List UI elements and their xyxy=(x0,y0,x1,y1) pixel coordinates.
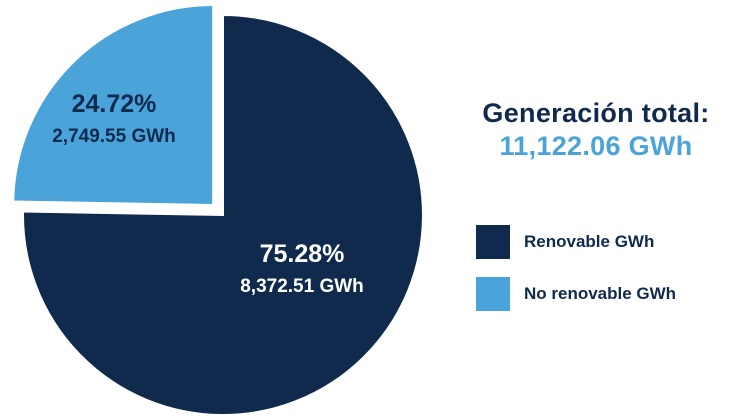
legend-swatch-no-renovable xyxy=(476,277,510,311)
slice-percent-label-renovable: 75.28% xyxy=(260,240,345,268)
total-generation-block: Generación total: 11,122.06 GWh xyxy=(458,98,734,162)
slice-value-label-no-renovable: 2,749.55 GWh xyxy=(52,126,176,147)
legend-label-renovable: Renovable GWh xyxy=(524,232,655,251)
legend-label-no-renovable: No renovable GWh xyxy=(524,284,677,303)
total-generation-value: 11,122.06 GWh xyxy=(499,131,693,161)
total-generation-label: Generación total: xyxy=(482,98,710,128)
legend-item-no-renovable: No renovable GWh xyxy=(476,276,676,312)
legend: Renovable GWh No renovable GWh xyxy=(476,224,676,328)
legend-swatch-renovable xyxy=(476,225,510,259)
slice-percent-label-no-renovable: 24.72% xyxy=(72,90,157,118)
pie-slice-renovable xyxy=(22,13,424,416)
slice-value-label-renovable: 8,372.51 GWh xyxy=(240,276,364,297)
pie-slice-no-renovable xyxy=(12,4,215,207)
legend-item-renovable: Renovable GWh xyxy=(476,224,676,260)
